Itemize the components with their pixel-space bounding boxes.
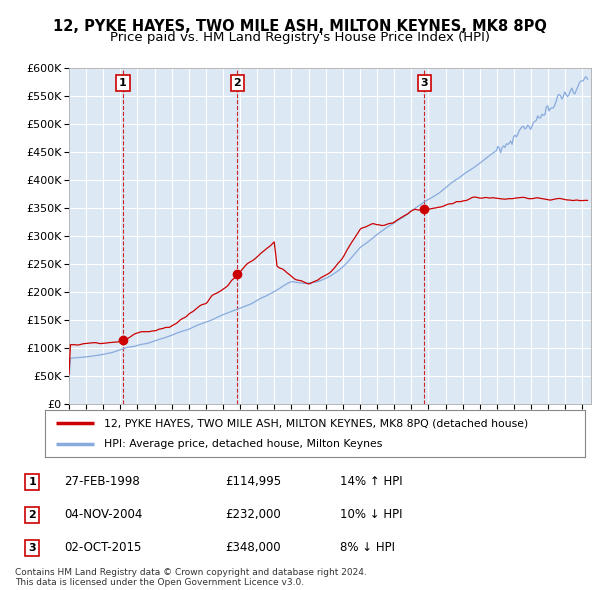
Text: 1: 1 — [119, 78, 127, 88]
Text: 12, PYKE HAYES, TWO MILE ASH, MILTON KEYNES, MK8 8PQ: 12, PYKE HAYES, TWO MILE ASH, MILTON KEY… — [53, 19, 547, 34]
Text: 3: 3 — [421, 78, 428, 88]
Text: Contains HM Land Registry data © Crown copyright and database right 2024.
This d: Contains HM Land Registry data © Crown c… — [15, 568, 367, 587]
Text: HPI: Average price, detached house, Milton Keynes: HPI: Average price, detached house, Milt… — [104, 439, 383, 449]
Text: 12, PYKE HAYES, TWO MILE ASH, MILTON KEYNES, MK8 8PQ (detached house): 12, PYKE HAYES, TWO MILE ASH, MILTON KEY… — [104, 418, 529, 428]
Text: 2: 2 — [28, 510, 36, 520]
Text: £348,000: £348,000 — [225, 541, 281, 555]
Text: 14% ↑ HPI: 14% ↑ HPI — [340, 475, 403, 489]
Text: 04-NOV-2004: 04-NOV-2004 — [64, 508, 142, 522]
Text: 27-FEB-1998: 27-FEB-1998 — [64, 475, 140, 489]
Text: 02-OCT-2015: 02-OCT-2015 — [64, 541, 141, 555]
Text: 8% ↓ HPI: 8% ↓ HPI — [340, 541, 395, 555]
Text: 1: 1 — [28, 477, 36, 487]
Text: Price paid vs. HM Land Registry's House Price Index (HPI): Price paid vs. HM Land Registry's House … — [110, 31, 490, 44]
Text: £114,995: £114,995 — [225, 475, 281, 489]
Text: 3: 3 — [28, 543, 36, 553]
Text: 10% ↓ HPI: 10% ↓ HPI — [340, 508, 403, 522]
Text: 2: 2 — [233, 78, 241, 88]
Text: £232,000: £232,000 — [225, 508, 281, 522]
